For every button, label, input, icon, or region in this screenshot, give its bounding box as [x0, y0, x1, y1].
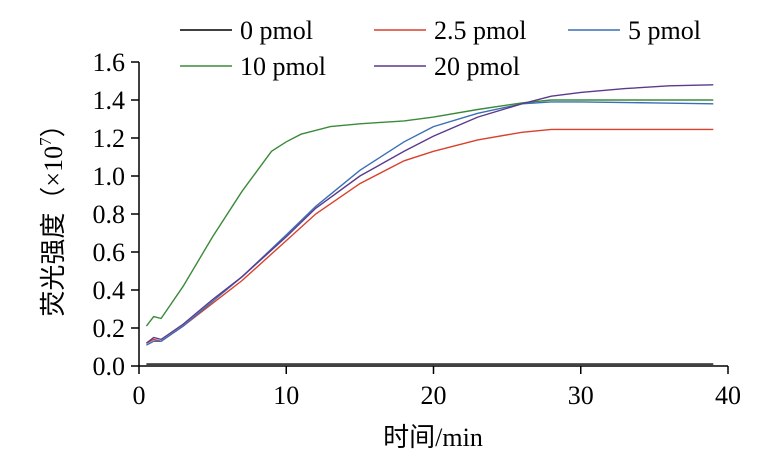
legend: 0 pmol 2.5 pmol 5 pmol 10 pmol 20 pmol — [180, 16, 701, 81]
legend-label-0-pmol: 0 pmol — [240, 16, 313, 45]
x-tick-label: 0 — [133, 381, 146, 410]
x-tick-label: 40 — [715, 381, 741, 410]
y-ticks: 0.0 0.2 0.4 0.6 0.8 1.0 1.2 1.4 1.6 — [93, 48, 139, 381]
legend-label-20-pmol: 20 pmol — [434, 52, 520, 81]
y-axis-title-suffix: ） — [39, 111, 68, 137]
y-axis-title-main: 荧光强度（×10 — [39, 146, 68, 317]
series-line-5-pmol — [146, 101, 714, 346]
series-lines — [145, 84, 714, 365]
legend-label-10-pmol: 10 pmol — [240, 52, 326, 81]
y-tick-label: 1.2 — [93, 124, 126, 153]
y-tick-label: 0.6 — [93, 238, 126, 267]
y-axis-title-exponent: 7 — [36, 137, 55, 146]
x-axis-title: 时间/min — [383, 423, 483, 452]
series-line-10-pmol — [145, 99, 714, 327]
legend-label-2-5-pmol: 2.5 pmol — [434, 16, 526, 45]
y-tick-label: 0.2 — [93, 314, 126, 343]
series-line-2-5-pmol — [146, 128, 714, 344]
x-tick-label: 10 — [273, 381, 299, 410]
y-tick-label: 1.6 — [93, 48, 126, 77]
x-tick-label: 20 — [421, 381, 447, 410]
x-tick-label: 30 — [568, 381, 594, 410]
y-tick-label: 0.4 — [93, 276, 126, 305]
y-tick-label: 0.0 — [93, 352, 126, 381]
series-line-20-pmol — [145, 84, 714, 344]
x-ticks: 0 10 20 30 40 — [133, 366, 741, 410]
y-tick-label: 1.4 — [93, 86, 126, 115]
legend-label-5-pmol: 5 pmol — [628, 16, 701, 45]
y-tick-label: 0.8 — [93, 200, 126, 229]
y-axis-title: 荧光强度（×107） — [36, 111, 68, 316]
y-tick-label: 1.0 — [93, 162, 126, 191]
